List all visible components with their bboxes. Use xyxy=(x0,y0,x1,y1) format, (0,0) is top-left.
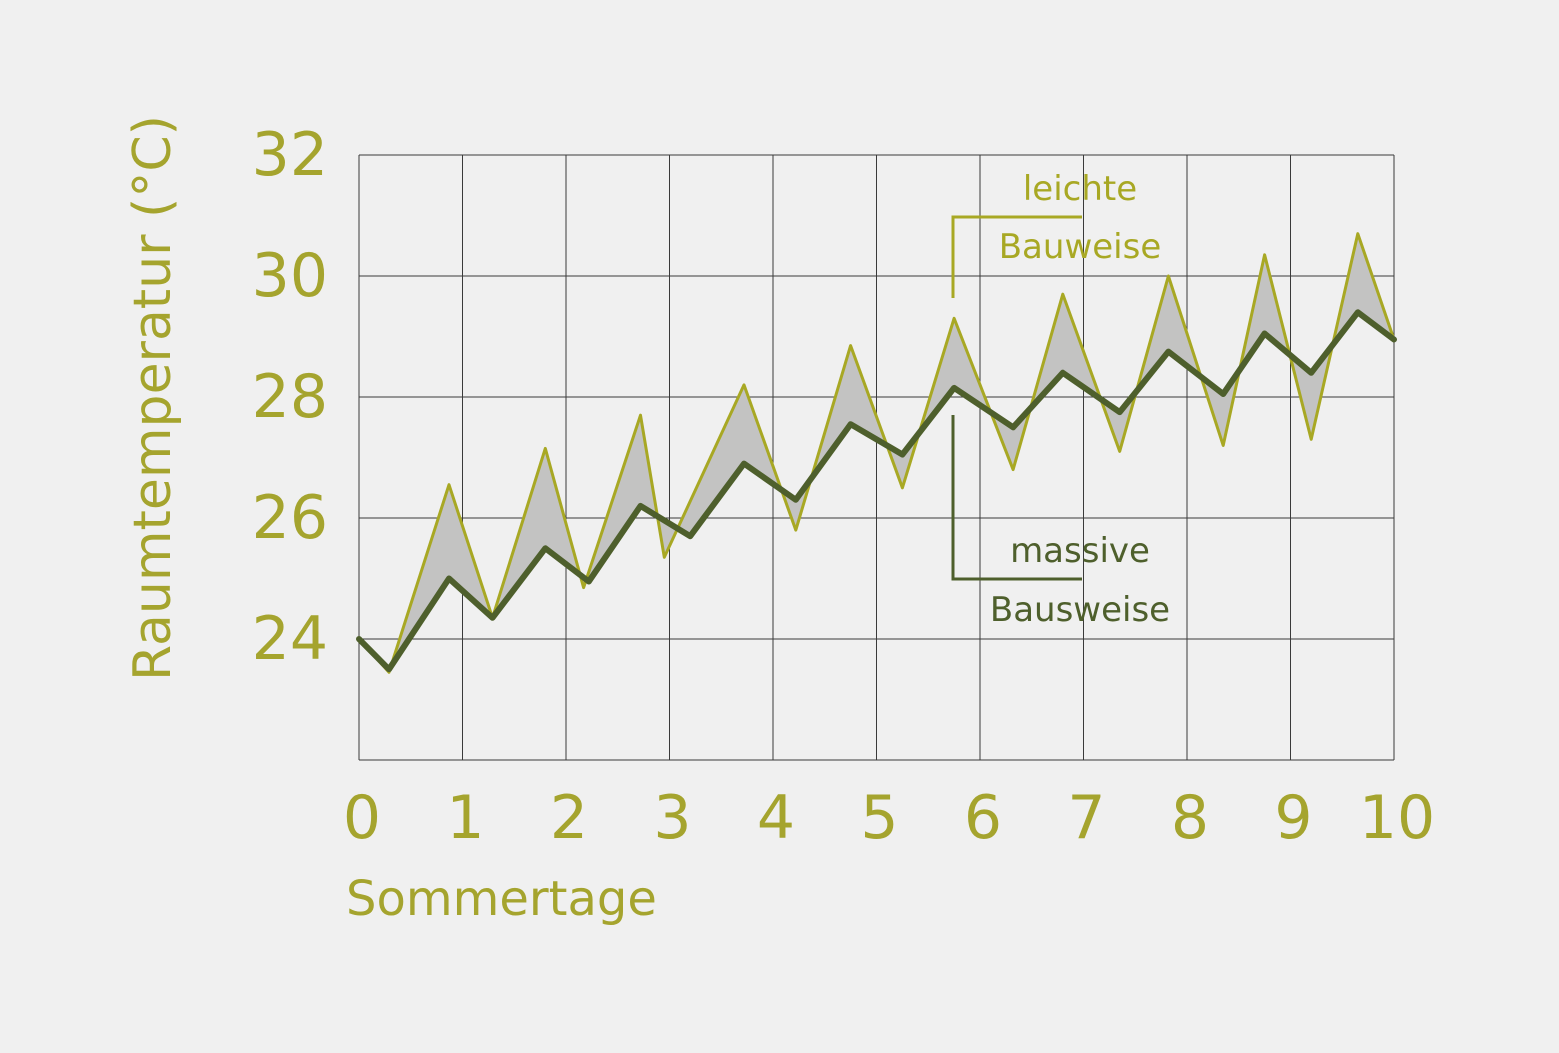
annotation-light-bracket xyxy=(951,215,1082,298)
y-tick-label: 28 xyxy=(252,362,328,432)
y-tick-label: 24 xyxy=(252,604,328,674)
annotation-massive-line-1: massive xyxy=(1010,531,1150,571)
annotation-massive-line-2: Bausweise xyxy=(990,590,1170,630)
grid xyxy=(358,154,1395,761)
series-lines xyxy=(356,232,1397,674)
x-tick-label: 6 xyxy=(964,783,1002,853)
y-axis-label: Raumtemperatur (°C) xyxy=(123,115,183,681)
x-tick-label: 7 xyxy=(1067,783,1105,853)
x-tick-label: 9 xyxy=(1274,783,1312,853)
tick-labels: 24 26 28 30 32 0 1 2 3 4 5 6 7 8 9 10 xyxy=(252,120,1436,853)
x-tick-label: 10 xyxy=(1359,783,1435,853)
annotation-massive-construction: massive Bausweise xyxy=(951,415,1170,630)
x-axis-label: Sommertage xyxy=(346,871,657,927)
annotation-light-construction: leichte Bauweise xyxy=(951,169,1162,298)
x-tick-label: 4 xyxy=(757,783,795,853)
x-tick-label: 3 xyxy=(653,783,691,853)
annotation-light-line-2: Bauweise xyxy=(999,227,1162,267)
series-line-leichte-bauweise xyxy=(357,232,1396,674)
x-tick-label: 2 xyxy=(550,783,588,853)
series-line-massive-bausweise xyxy=(356,309,1397,673)
x-tick-label: 5 xyxy=(860,783,898,853)
x-tick-label: 0 xyxy=(343,783,381,853)
annotation-massive-bracket xyxy=(951,415,1082,581)
x-tick-label: 1 xyxy=(446,783,484,853)
y-tick-label: 26 xyxy=(252,483,328,553)
x-tick-label: 8 xyxy=(1171,783,1209,853)
y-tick-label: 30 xyxy=(252,241,328,311)
annotation-light-line-1: leichte xyxy=(1023,169,1137,209)
y-tick-label: 32 xyxy=(252,120,328,190)
